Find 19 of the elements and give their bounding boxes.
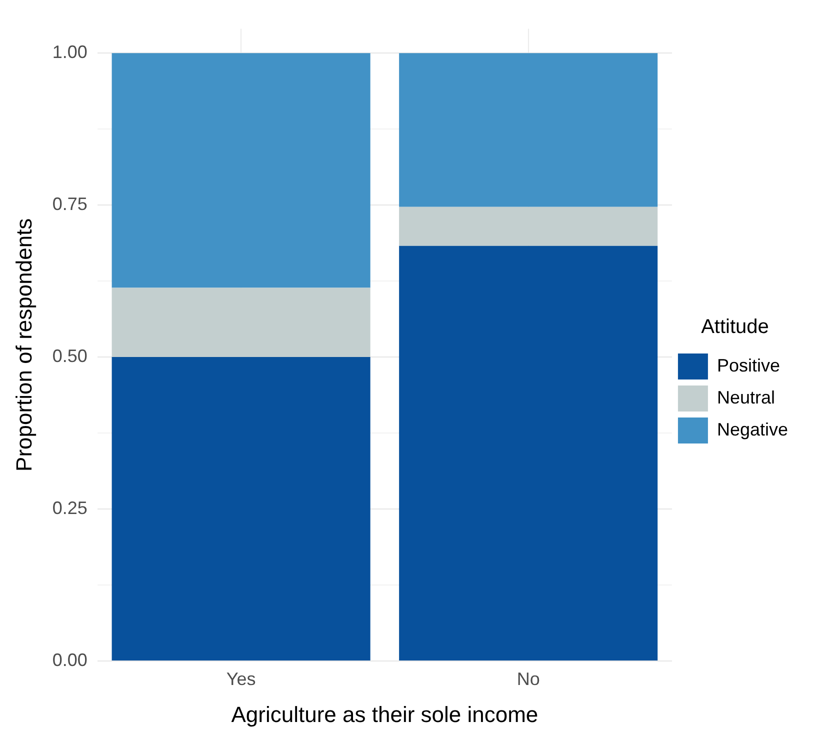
bar: [112, 288, 370, 358]
legend-title: Attitude: [701, 316, 769, 338]
bar: [399, 53, 658, 207]
bar: [112, 357, 370, 660]
bar: [399, 246, 658, 660]
x-tick-label: Yes: [226, 668, 256, 689]
x-tick-label: No: [516, 668, 540, 689]
y-tick-label: 1.00: [52, 42, 88, 62]
y-tick-label: 0.75: [52, 194, 88, 214]
legend-label: Neutral: [716, 387, 775, 408]
y-tick-label: 0.25: [52, 498, 88, 518]
bar: [112, 53, 370, 288]
y-tick-label: 0.00: [52, 650, 88, 670]
y-tick-label: 0.50: [52, 346, 88, 366]
legend-label: Negative: [716, 419, 788, 440]
legend-label: Positive: [716, 355, 780, 376]
y-axis-title: Proportion of respondents: [11, 218, 36, 472]
bar: [399, 206, 658, 246]
x-axis-title: Agriculture as their sole income: [231, 702, 538, 727]
